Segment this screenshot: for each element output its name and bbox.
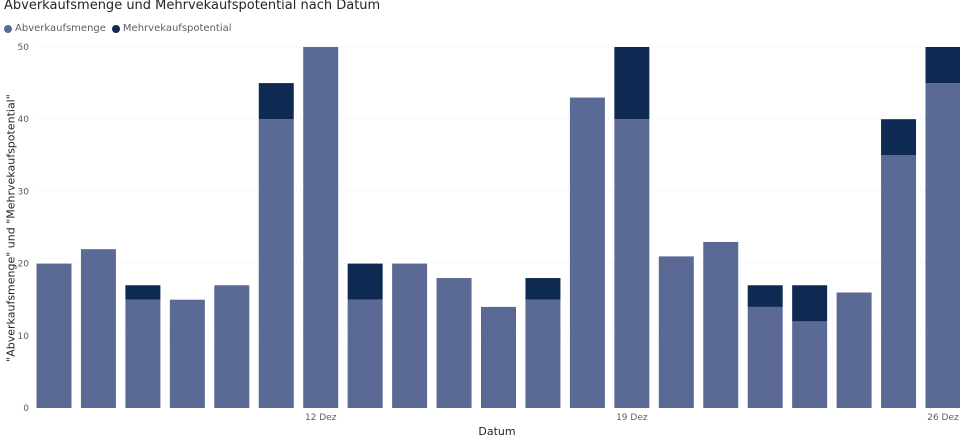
x-tick-label: 26 Dez <box>927 413 959 423</box>
bar-mehrvekaufspotential[interactable] <box>881 119 917 156</box>
bar-abverkaufsmenge[interactable] <box>481 306 516 408</box>
bar-abverkaufsmenge[interactable] <box>525 299 561 408</box>
legend-item-abverkaufsmenge[interactable]: Abverkaufsmenge <box>4 23 106 34</box>
bar-abverkaufsmenge[interactable] <box>703 241 739 408</box>
x-tick-label: 12 Dez <box>305 413 337 423</box>
bar-abverkaufsmenge[interactable] <box>925 83 960 408</box>
legend-label-mehrvekaufspotential: Mehrvekaufspotential <box>122 23 232 34</box>
bar-abverkaufsmenge[interactable] <box>258 119 294 408</box>
bar-abverkaufsmenge[interactable] <box>347 299 383 408</box>
bar-abverkaufsmenge[interactable] <box>614 119 650 408</box>
bar-abverkaufsmenge[interactable] <box>836 292 872 408</box>
bar-mehrvekaufspotential[interactable] <box>747 285 783 307</box>
chart-title: Abverkaufsmenge und Mehrvekaufspotential… <box>4 0 381 13</box>
bar-abverkaufsmenge[interactable] <box>658 256 694 408</box>
bar-abverkaufsmenge[interactable] <box>214 285 250 408</box>
bar-abverkaufsmenge[interactable] <box>569 97 605 408</box>
bar-mehrvekaufspotential[interactable] <box>258 83 294 120</box>
bar-mehrvekaufspotential[interactable] <box>614 47 650 120</box>
y-tick-label: 30 <box>18 187 30 197</box>
legend-label-abverkaufsmenge: Abverkaufsmenge <box>15 23 106 34</box>
bar-abverkaufsmenge[interactable] <box>169 299 205 408</box>
legend-swatch-mehrvekaufspotential <box>111 24 120 33</box>
bar-mehrvekaufspotential[interactable] <box>925 47 960 84</box>
bar-mehrvekaufspotential[interactable] <box>792 285 828 322</box>
bar-abverkaufsmenge[interactable] <box>80 249 116 408</box>
y-tick-label: 50 <box>18 43 30 53</box>
bar-abverkaufsmenge[interactable] <box>792 321 828 408</box>
bar-mehrvekaufspotential[interactable] <box>525 278 561 300</box>
y-tick-label: 0 <box>23 404 29 414</box>
legend: Abverkaufsmenge Mehrvekaufspotential <box>4 23 238 34</box>
bar-mehrvekaufspotential[interactable] <box>125 285 161 300</box>
bar-mehrvekaufspotential[interactable] <box>347 263 383 300</box>
bar-abverkaufsmenge[interactable] <box>303 47 339 408</box>
bar-abverkaufsmenge[interactable] <box>436 278 472 408</box>
bar-abverkaufsmenge[interactable] <box>392 263 428 408</box>
bar-abverkaufsmenge[interactable] <box>881 155 917 408</box>
bar-abverkaufsmenge[interactable] <box>36 263 72 408</box>
y-tick-label: 40 <box>18 115 30 125</box>
x-axis-label: Datum <box>478 425 516 438</box>
bar-abverkaufsmenge[interactable] <box>125 299 161 408</box>
y-tick-label: 20 <box>18 260 30 270</box>
y-tick-label: 10 <box>18 332 30 342</box>
x-tick-label: 19 Dez <box>616 413 648 423</box>
legend-item-mehrvekaufspotential[interactable]: Mehrvekaufspotential <box>111 23 232 34</box>
legend-swatch-abverkaufsmenge <box>4 24 12 33</box>
bar-abverkaufsmenge[interactable] <box>747 306 783 408</box>
